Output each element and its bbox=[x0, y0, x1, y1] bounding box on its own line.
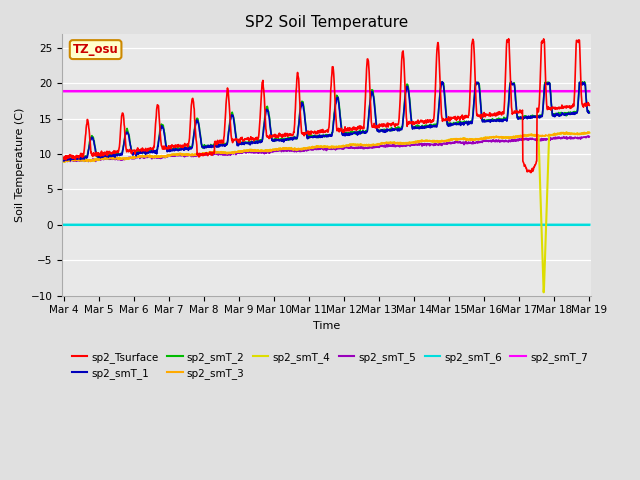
Text: TZ_osu: TZ_osu bbox=[73, 43, 118, 56]
Y-axis label: Soil Temperature (C): Soil Temperature (C) bbox=[15, 108, 25, 222]
X-axis label: Time: Time bbox=[313, 321, 340, 331]
Title: SP2 Soil Temperature: SP2 Soil Temperature bbox=[245, 15, 408, 30]
Legend: sp2_Tsurface, sp2_smT_1, sp2_smT_2, sp2_smT_3, sp2_smT_4, sp2_smT_5, sp2_smT_6, : sp2_Tsurface, sp2_smT_1, sp2_smT_2, sp2_… bbox=[67, 348, 592, 383]
